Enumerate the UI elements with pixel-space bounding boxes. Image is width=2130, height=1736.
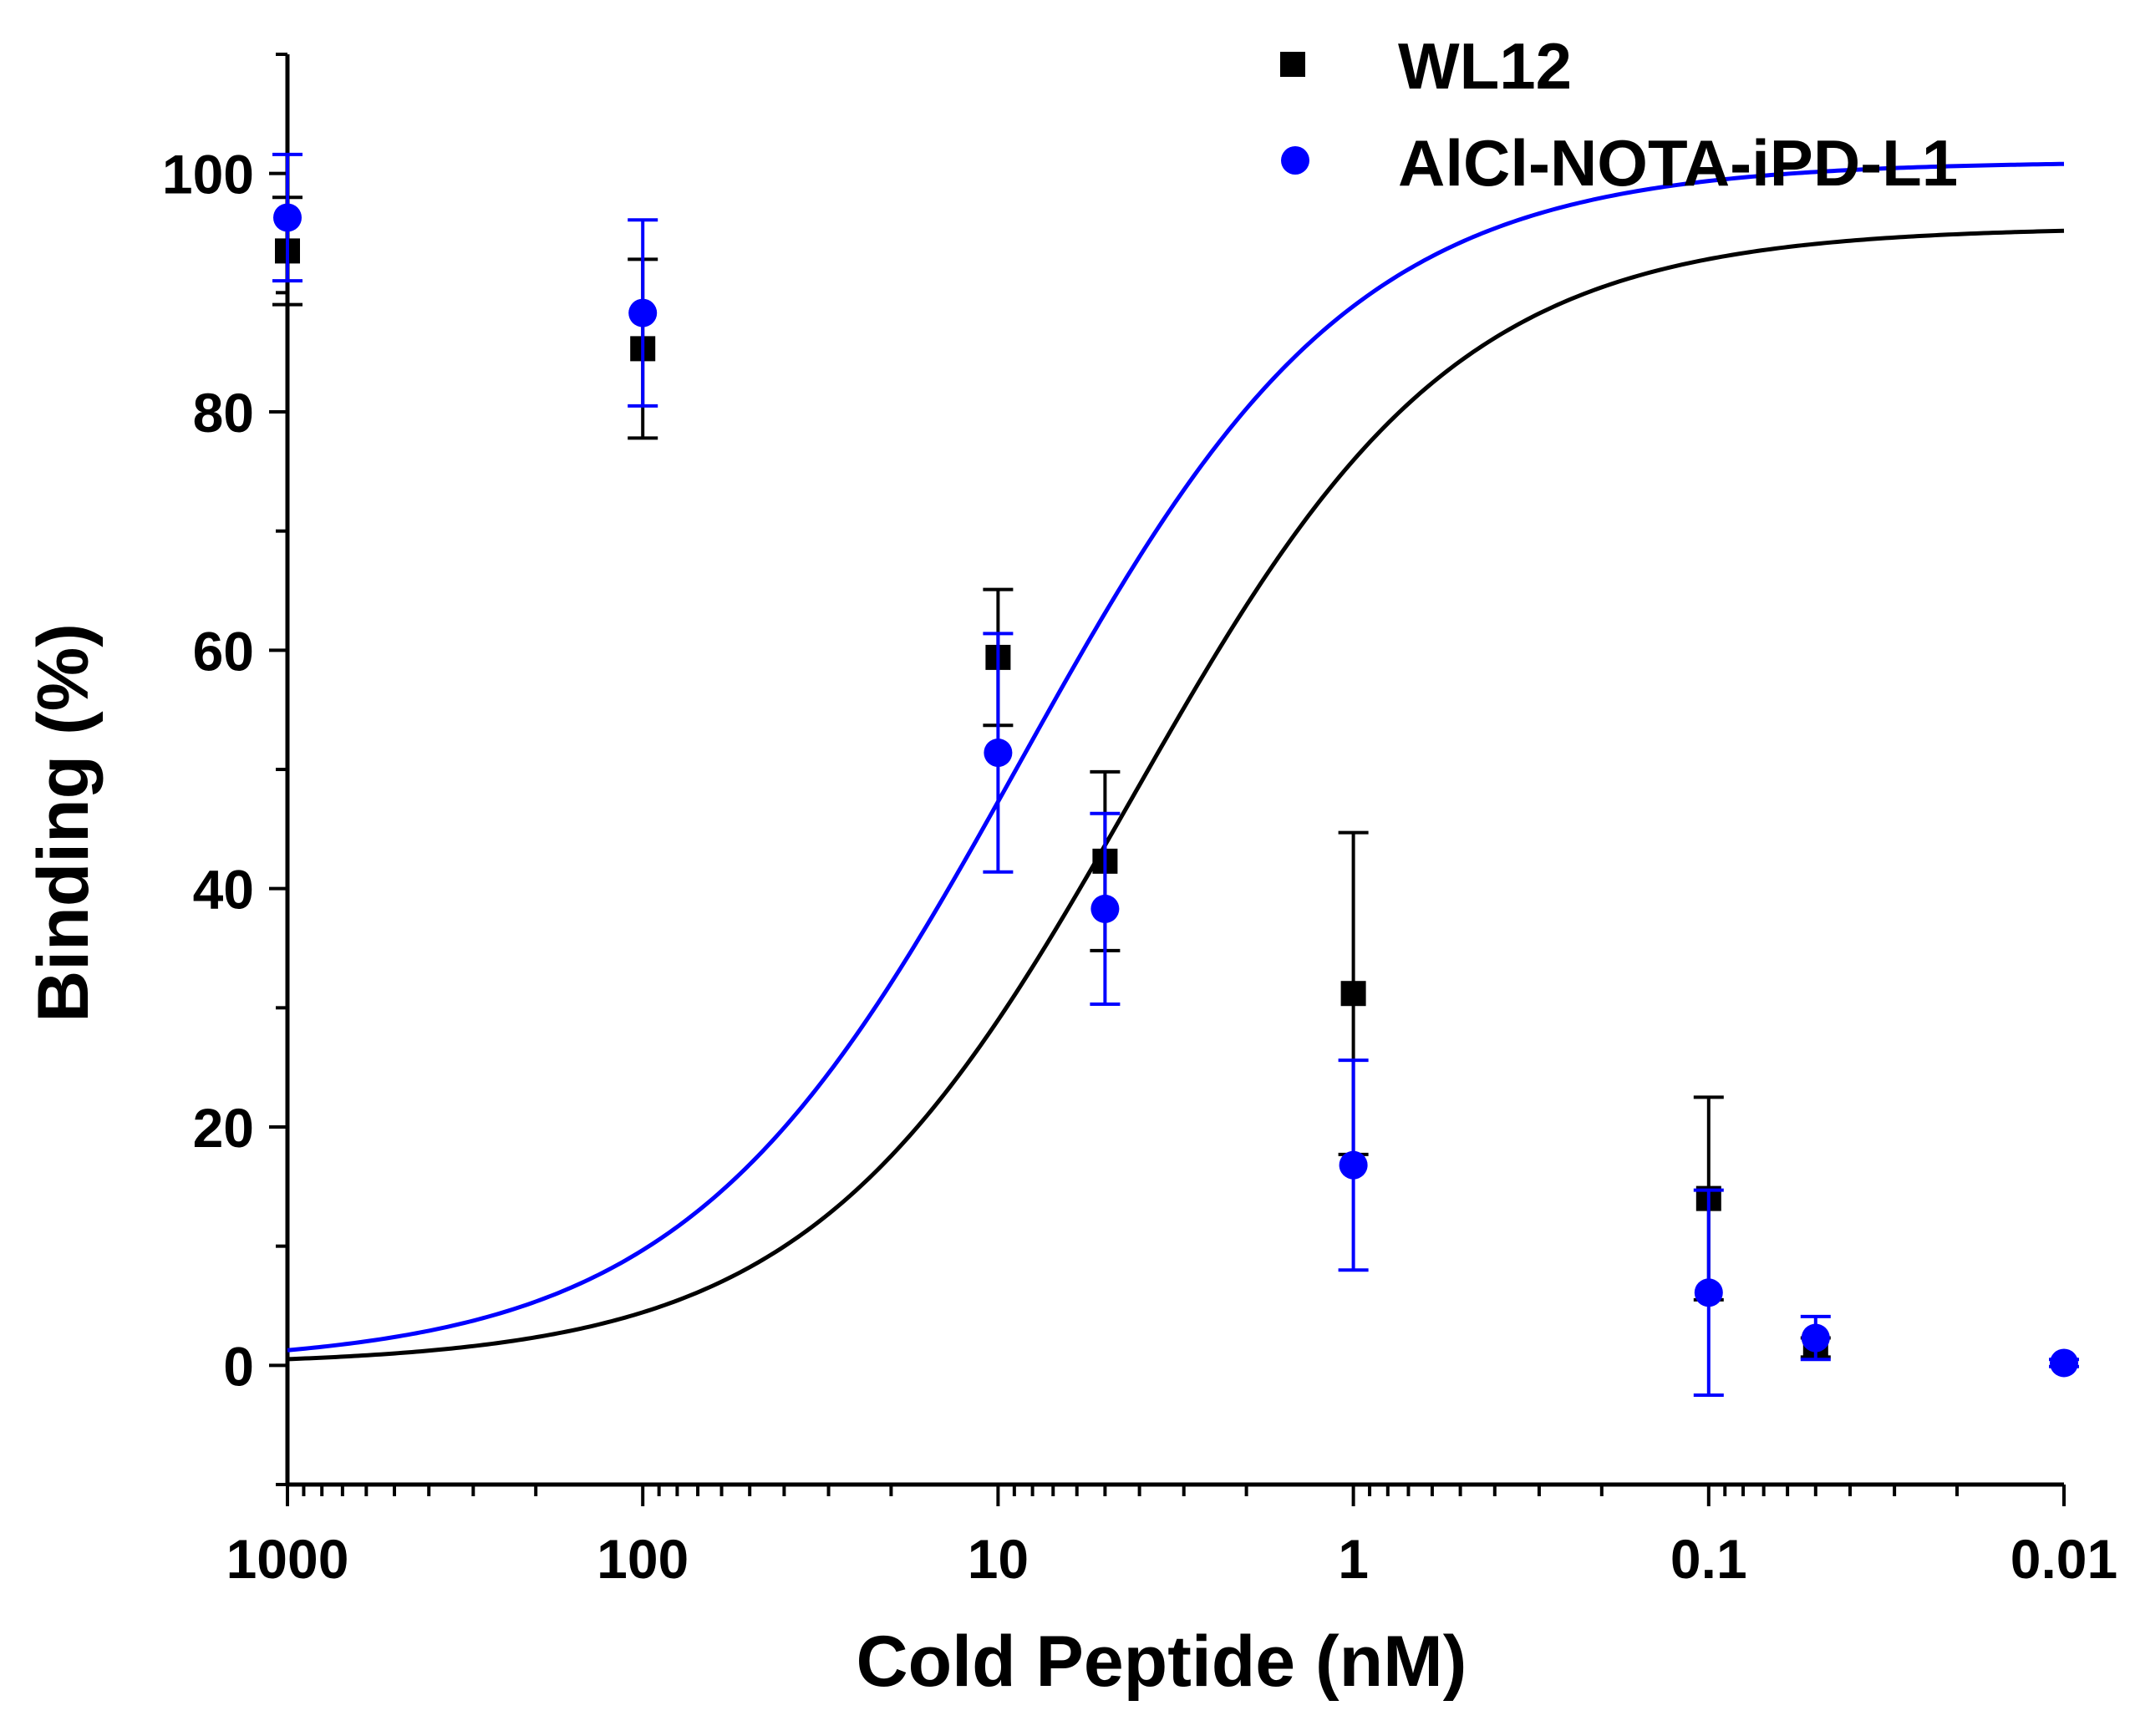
axes: 0 20 40 60 80 100 1000 100 10 1 0.1 0.01: [162, 53, 2117, 1590]
data-point: [2050, 1348, 2078, 1378]
fit-curve: [287, 228, 2065, 1362]
data-point: [984, 739, 1013, 768]
x-axis-label: Cold Peptide (nM): [857, 1622, 1467, 1702]
x-tick-label: 0.01: [2011, 1528, 2117, 1590]
fit-curve: [287, 161, 2065, 1353]
y-tick-label: 0: [223, 1335, 254, 1397]
x-tick-label: 1000: [226, 1528, 349, 1590]
fit-curves: [287, 161, 2065, 1362]
data-point: [1694, 1278, 1723, 1307]
legend: WL12 AlCl-NOTA-iPD-L1: [1280, 29, 1958, 200]
legend-marker-alcl-nota-ipd-l1: [1281, 146, 1309, 175]
y-tick-label: 20: [193, 1097, 254, 1159]
y-axis-label: Binding (%): [23, 623, 104, 1023]
data-points: [272, 152, 2079, 1397]
x-tick-label: 0.1: [1670, 1528, 1747, 1590]
legend-label-alcl-nota-ipd-l1: AlCl-NOTA-iPD-L1: [1398, 126, 1958, 200]
y-tick-label: 100: [162, 144, 254, 206]
y-tick-label: 80: [193, 382, 254, 444]
data-point: [1801, 1323, 1830, 1353]
data-point: [1090, 894, 1120, 923]
x-tick-label: 10: [968, 1528, 1029, 1590]
data-point: [1339, 1150, 1368, 1180]
data-point: [628, 298, 658, 327]
data-point: [273, 203, 302, 232]
x-tick-label: 100: [597, 1528, 689, 1590]
y-tick-label: 40: [193, 859, 254, 921]
x-tick-label: 1: [1338, 1528, 1369, 1590]
legend-marker-wl12: [1280, 52, 1305, 77]
data-point: [1340, 981, 1366, 1007]
y-tick-label: 60: [193, 620, 254, 682]
legend-label-wl12: WL12: [1398, 29, 1572, 103]
